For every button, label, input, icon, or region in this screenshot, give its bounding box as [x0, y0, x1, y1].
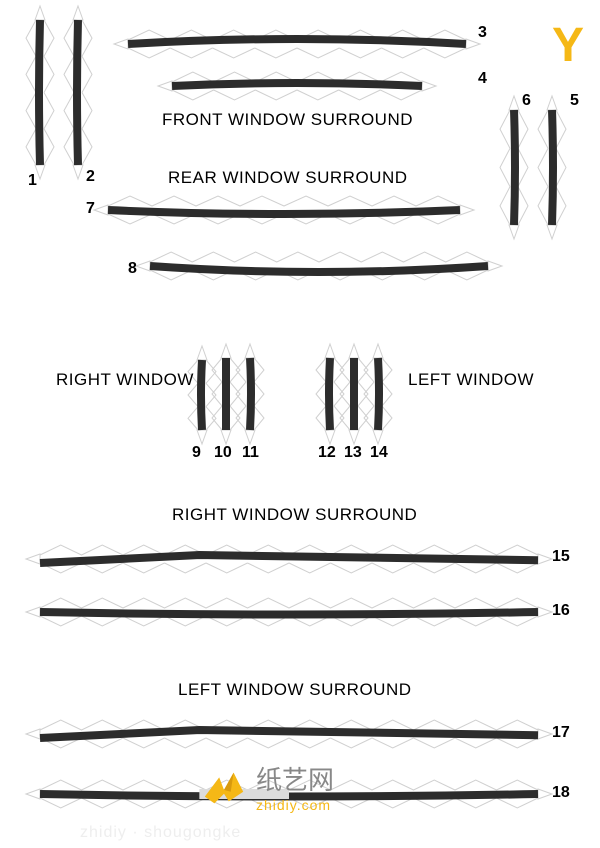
origami-bird-icon: [200, 763, 248, 811]
papercraft-piece-8: [150, 262, 488, 270]
papercraft-piece-3: [128, 40, 466, 48]
section-label-rear: REAR WINDOW SURROUND: [168, 168, 408, 188]
decal-letter-y: Y: [552, 18, 584, 73]
watermark-cn-text: 纸艺网: [256, 760, 334, 797]
piece-number-11: 11: [242, 444, 259, 462]
piece-number-14: 14: [370, 444, 388, 462]
piece-number-10: 10: [214, 444, 232, 462]
section-label-left: LEFT WINDOW: [408, 370, 534, 390]
piece-number-9: 9: [192, 444, 201, 462]
papercraft-piece-14: [374, 358, 382, 430]
section-label-front: FRONT WINDOW SURROUND: [162, 110, 413, 130]
section-label-right_surround: RIGHT WINDOW SURROUND: [172, 505, 417, 525]
papercraft-piece-6: [510, 110, 518, 225]
watermark-faint-text: zhidiy · shougongke: [80, 824, 241, 842]
section-label-right: RIGHT WINDOW: [56, 370, 194, 390]
watermark: 纸艺网 zhidiy.com: [200, 760, 334, 813]
papercraft-piece-15: [40, 555, 538, 563]
section-label-left_surround: LEFT WINDOW SURROUND: [178, 680, 412, 700]
papercraft-piece-16: [40, 608, 538, 616]
papercraft-piece-5: [548, 110, 556, 225]
piece-number-5: 5: [570, 92, 579, 110]
watermark-url-text: zhidiy.com: [256, 797, 334, 813]
piece-number-4: 4: [478, 70, 487, 88]
piece-number-7: 7: [86, 200, 95, 218]
piece-number-13: 13: [344, 444, 362, 462]
piece-number-6: 6: [522, 92, 531, 110]
papercraft-piece-9: [198, 360, 206, 430]
piece-number-3: 3: [478, 24, 487, 42]
papercraft-piece-4: [172, 82, 422, 90]
piece-number-18: 18: [552, 784, 570, 802]
papercraft-piece-2: [74, 20, 82, 165]
papercraft-piece-13: [350, 358, 358, 430]
papercraft-piece-10: [222, 358, 230, 430]
piece-number-12: 12: [318, 444, 336, 462]
papercraft-piece-17: [40, 730, 538, 738]
piece-number-1: 1: [28, 172, 37, 190]
piece-number-16: 16: [552, 602, 570, 620]
papercraft-piece-11: [246, 358, 254, 430]
piece-number-8: 8: [128, 260, 137, 278]
piece-number-2: 2: [86, 168, 95, 186]
papercraft-piece-1: [36, 20, 44, 165]
papercraft-piece-12: [326, 358, 334, 430]
piece-number-17: 17: [552, 724, 570, 742]
piece-number-15: 15: [552, 548, 570, 566]
papercraft-piece-7: [108, 206, 460, 214]
